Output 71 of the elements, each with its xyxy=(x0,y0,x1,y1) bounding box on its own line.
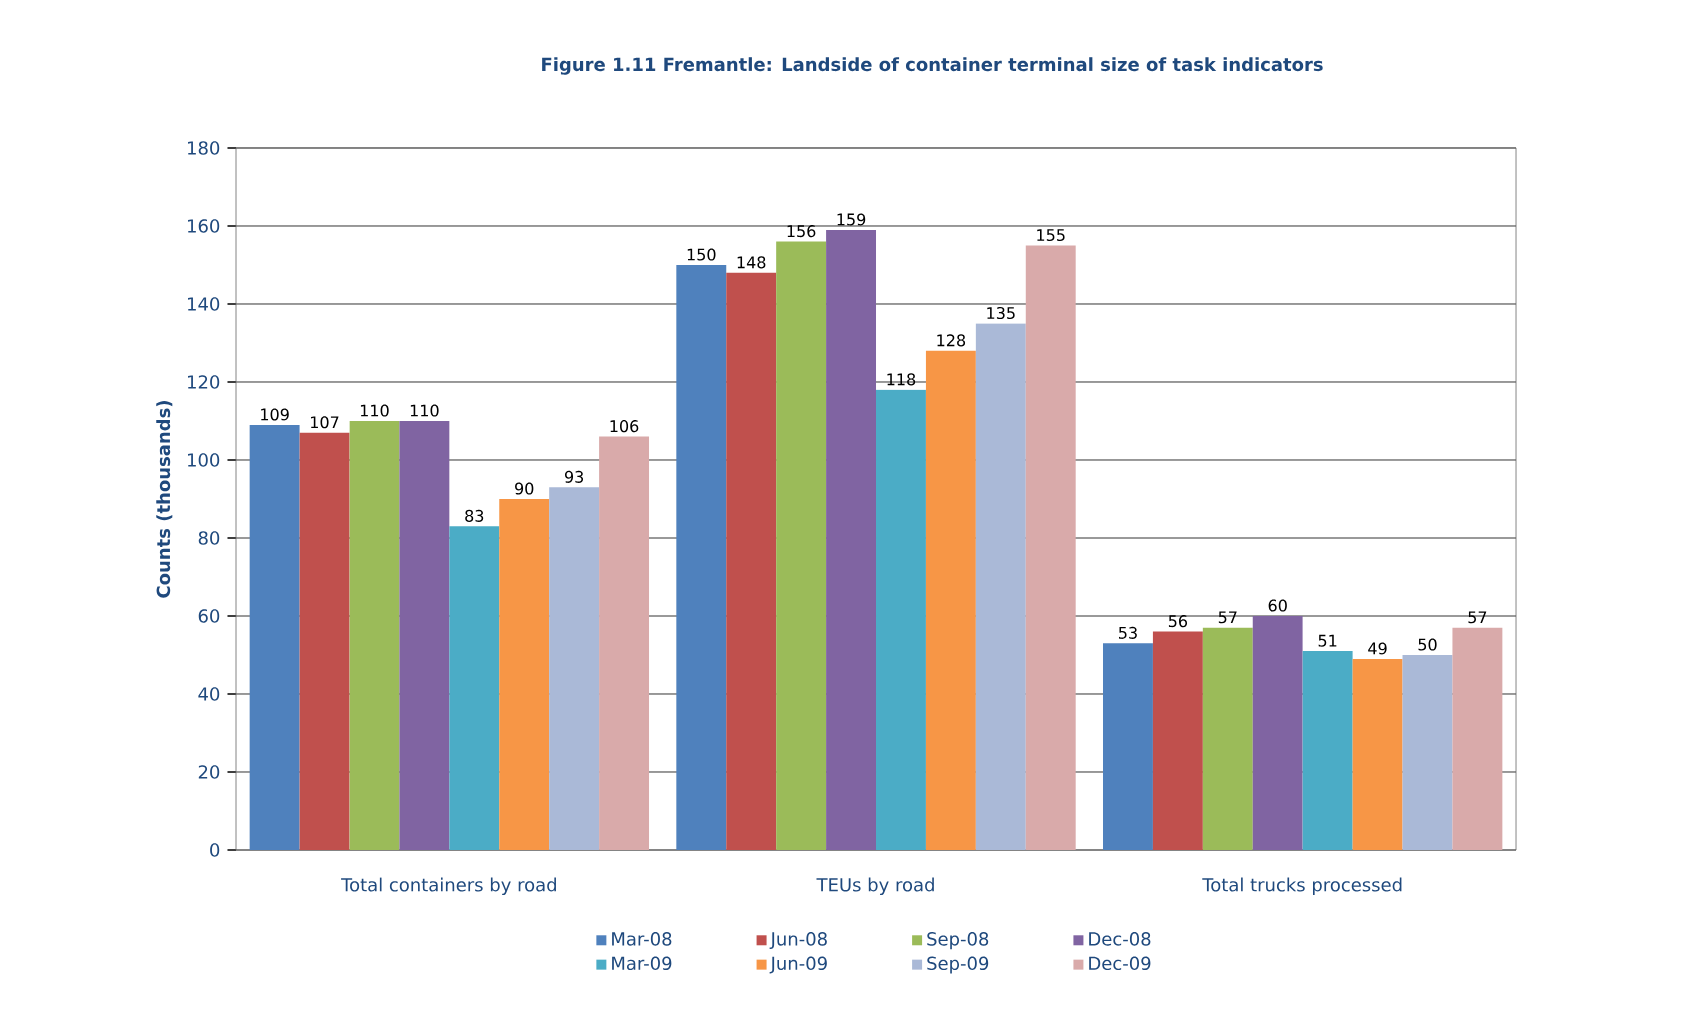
data-label: 83 xyxy=(465,509,484,522)
y-tick-label: 40 xyxy=(198,687,220,701)
bar xyxy=(349,421,400,850)
bar xyxy=(1152,631,1203,850)
bar xyxy=(499,499,550,850)
legend-label: Jun-08 xyxy=(769,932,827,950)
bar xyxy=(1302,651,1353,850)
bar xyxy=(1025,245,1076,850)
data-label: 90 xyxy=(515,482,534,495)
y-tick-label: 80 xyxy=(198,531,220,545)
data-label: 118 xyxy=(887,373,916,386)
data-label: 109 xyxy=(261,408,289,421)
x-tick-label: Total containers by road xyxy=(341,877,556,896)
y-tick-label: 180 xyxy=(188,141,220,155)
bar xyxy=(676,265,727,850)
data-label: 53 xyxy=(1119,626,1137,639)
bar xyxy=(1252,616,1303,850)
bar xyxy=(1202,627,1253,850)
y-tick-label: 120 xyxy=(188,375,220,389)
bar xyxy=(1402,655,1453,850)
legend-label: Jun-09 xyxy=(769,956,827,974)
legend-label: Mar-08 xyxy=(612,932,672,946)
data-label: 110 xyxy=(360,404,389,417)
bar xyxy=(549,487,600,850)
data-label: 135 xyxy=(987,306,1015,320)
data-label: 51 xyxy=(1318,634,1337,647)
data-label: 156 xyxy=(787,225,816,238)
data-label: 110 xyxy=(410,404,439,417)
bar xyxy=(975,323,1026,850)
legend-label: Sep-09 xyxy=(927,956,989,974)
bar xyxy=(776,241,827,850)
data-label: 93 xyxy=(564,470,584,483)
data-label: 148 xyxy=(737,256,766,269)
data-label: 150 xyxy=(687,248,716,261)
data-label: 57 xyxy=(1218,611,1237,624)
bar xyxy=(1452,627,1503,850)
legend-label: Dec-08 xyxy=(1089,932,1151,946)
bar xyxy=(599,436,650,850)
x-tick-label: TEUs by road xyxy=(816,877,934,896)
data-label: 60 xyxy=(1268,599,1287,612)
bar xyxy=(826,229,877,850)
y-tick-label: 100 xyxy=(188,453,220,467)
bar xyxy=(249,424,300,850)
data-label: 107 xyxy=(311,416,339,429)
legend-label: Sep-08 xyxy=(927,932,989,950)
legend-label: Mar-09 xyxy=(612,956,672,971)
y-tick-label: 20 xyxy=(198,765,220,779)
bar xyxy=(299,432,350,850)
data-label: 56 xyxy=(1168,615,1188,628)
bar xyxy=(726,272,777,850)
bar xyxy=(449,526,500,850)
data-label: 57 xyxy=(1468,611,1487,624)
bar xyxy=(876,389,926,850)
legend-label: Dec-09 xyxy=(1089,956,1151,971)
y-axis-title: Counts (thousands) xyxy=(156,400,173,598)
bar xyxy=(1352,658,1403,850)
bar xyxy=(399,421,450,850)
data-label: 128 xyxy=(937,334,966,347)
bar xyxy=(925,350,976,850)
bar xyxy=(1103,643,1153,850)
y-tick-label: 60 xyxy=(198,609,220,623)
data-label: 50 xyxy=(1418,638,1437,651)
data-label: 49 xyxy=(1368,642,1387,655)
y-tick-label: 140 xyxy=(188,297,220,311)
y-tick-label: 0 xyxy=(210,843,220,857)
chart-title: Figure 1.11 Fremantle: Landside of container terminal size of task indicators xyxy=(542,57,1323,75)
data-label: 159 xyxy=(837,213,866,226)
data-label: 106 xyxy=(610,420,639,433)
y-tick-label: 160 xyxy=(188,219,220,233)
data-label: 155 xyxy=(1037,229,1065,242)
x-tick-label: Total trucks processed xyxy=(1202,877,1402,896)
